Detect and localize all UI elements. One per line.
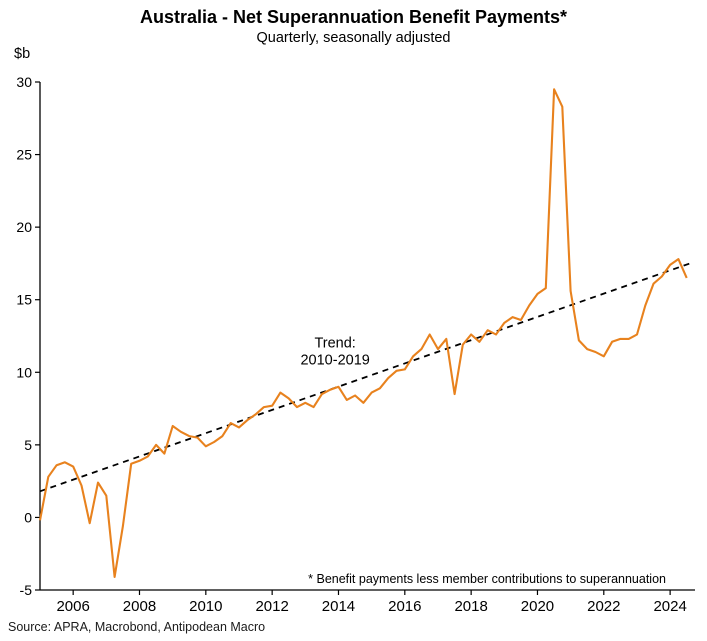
chart-subtitle: Quarterly, seasonally adjusted <box>256 30 451 46</box>
x-tick-label: 2012 <box>255 598 288 615</box>
y-tick-label: 15 <box>16 292 32 308</box>
y-tick-label: 25 <box>16 147 32 163</box>
source-text: Source: APRA, Macrobond, Antipodean Macr… <box>8 620 266 634</box>
y-tick-label: 20 <box>16 219 32 235</box>
chart-canvas: -5 0 5 10 15 20 25 30 2006 2008 2010 2012 2014 2016 20… <box>16 74 695 615</box>
trend-annotation: 2010-2019 <box>300 353 369 369</box>
y-tick-label: 0 <box>24 509 32 525</box>
x-tick-label: 2014 <box>322 598 355 615</box>
trend-line <box>39 262 691 493</box>
x-tick-label: 2006 <box>56 598 89 615</box>
y-tick-label: 5 <box>24 437 32 453</box>
x-tick-label: 2008 <box>123 598 156 615</box>
x-tick-label: 2022 <box>587 598 620 615</box>
y-axis-unit-label: $b <box>14 46 31 62</box>
x-tick-label: 2024 <box>653 598 686 615</box>
x-tick-label: 2010 <box>189 598 222 615</box>
y-tick-label: 30 <box>16 74 32 90</box>
footnote-text: * Benefit payments less member contribut… <box>308 572 666 586</box>
x-tick-label: 2016 <box>388 598 421 615</box>
y-tick-label: -5 <box>20 582 33 598</box>
x-tick-label: 2020 <box>521 598 554 615</box>
benefit-payments-line <box>38 88 688 578</box>
x-tick-label: 2018 <box>454 598 487 615</box>
trend-annotation: Trend: <box>314 336 355 352</box>
chart-title: Australia - Net Superannuation Benefit P… <box>139 7 568 27</box>
y-tick-label: 10 <box>16 364 32 380</box>
